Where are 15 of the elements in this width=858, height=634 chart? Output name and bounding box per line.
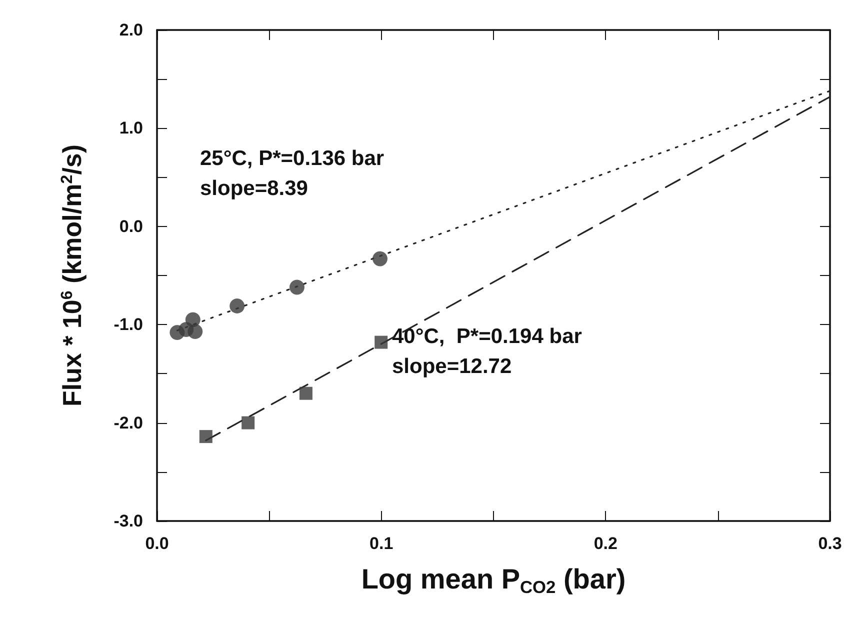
annotation: 40°C, P*=0.194 bar — [392, 325, 582, 348]
x-tick-label: 0.3 — [818, 534, 842, 553]
y-tick-label: -1.0 — [114, 315, 143, 334]
y-tick-label: 1.0 — [119, 118, 143, 138]
y-axis-title: Flux * 106 (kmol/m2/s) — [57, 144, 87, 407]
x-tick-label: 0.2 — [594, 534, 618, 553]
x-tick-label: 0.1 — [370, 534, 394, 553]
annotation: 25°C, P*=0.136 bar — [200, 147, 384, 170]
x-tick-label: 0.0 — [145, 534, 169, 553]
y-tick-label: 2.0 — [119, 20, 143, 40]
annotation: slope=8.39 — [200, 177, 308, 200]
y-tick-label: -3.0 — [114, 512, 143, 530]
y-tick-label: 0.0 — [119, 216, 143, 236]
y-tick-label: -2.0 — [114, 413, 143, 432]
annotation: slope=12.72 — [392, 355, 512, 378]
